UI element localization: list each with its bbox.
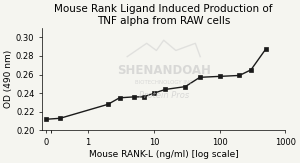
- Y-axis label: OD (490 nm): OD (490 nm): [4, 50, 13, 108]
- Text: SHENANDOAH: SHENANDOAH: [117, 65, 211, 77]
- Title: Mouse Rank Ligand Induced Production of
TNF alpha from RAW cells: Mouse Rank Ligand Induced Production of …: [55, 4, 273, 26]
- Text: Protein Pros: Protein Pros: [139, 91, 189, 100]
- Text: BIOTECHNOLOGY INC: BIOTECHNOLOGY INC: [135, 80, 193, 85]
- X-axis label: Mouse RANK-L (ng/ml) [log scale]: Mouse RANK-L (ng/ml) [log scale]: [89, 150, 238, 159]
